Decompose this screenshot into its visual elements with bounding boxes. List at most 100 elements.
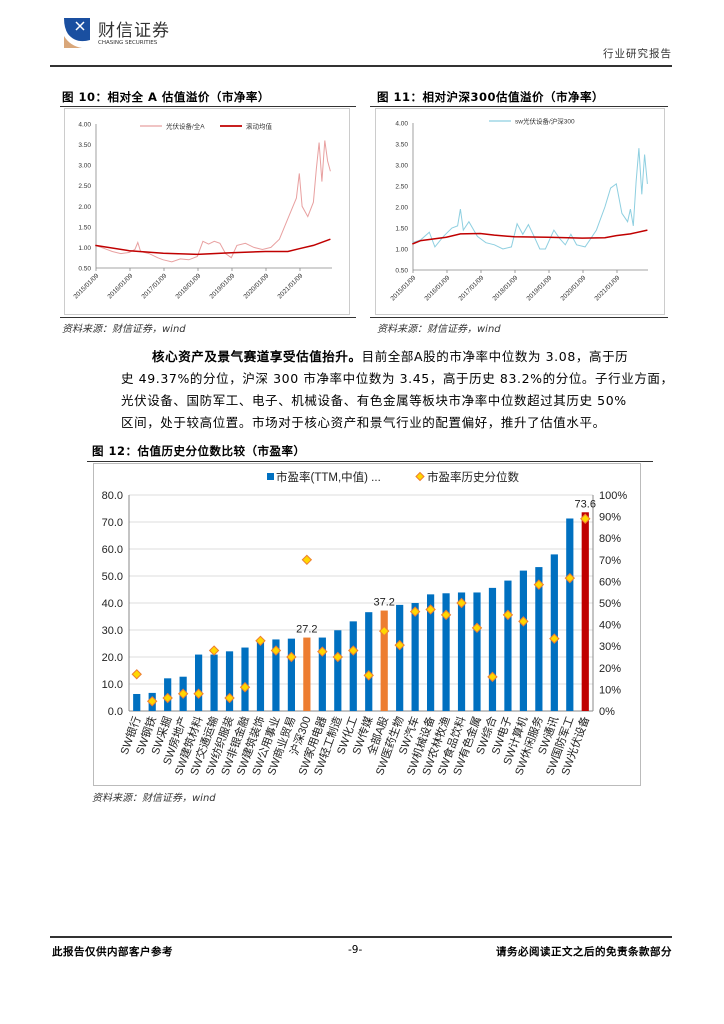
percentile-marker [239, 682, 251, 693]
percentile-marker [549, 633, 560, 644]
data-label: 37.2 [373, 597, 394, 609]
bar [411, 603, 419, 711]
percentile-marker [301, 554, 313, 566]
percentile-marker [363, 670, 374, 681]
percentile-marker [502, 609, 514, 621]
company-logo: 财信证券 CHASING SECURITIES [62, 16, 192, 52]
bar [566, 518, 574, 711]
y-tick-label: 10.0 [102, 679, 123, 691]
logo-name-en: CHASING SECURITIES [98, 40, 158, 46]
y-tick-label: 3.00 [395, 163, 408, 170]
y2-tick-label: 80% [599, 533, 621, 545]
bar [442, 593, 450, 711]
percentile-marker [162, 692, 173, 704]
y-tick-label: 60.0 [102, 544, 123, 556]
y-tick-label: 20.0 [102, 652, 123, 664]
paragraph-line-1-text: 目前全部A股的市净率中位数为 3.08，高于历 [361, 349, 629, 364]
bar [473, 592, 481, 711]
bar [303, 637, 311, 711]
footer-disclaimer-left: 此报告仅供内部客户参考 [52, 946, 173, 958]
y2-tick-label: 50% [599, 598, 621, 610]
series-line-0 [412, 148, 648, 250]
percentile-marker [564, 572, 576, 584]
figure-10-frame [64, 108, 350, 315]
y-tick-label: 4.00 [395, 121, 408, 128]
page-number: -9- [348, 944, 363, 956]
percentile-marker [193, 688, 204, 699]
percentile-marker [518, 616, 529, 627]
y-tick-label: 1.50 [78, 224, 91, 231]
y2-tick-label: 70% [599, 555, 621, 567]
figure-12-frame [93, 463, 641, 786]
bar [349, 621, 357, 711]
figure-12-chart: 0.0 10.0 20.0 30.0 40.0 50.0 60.0 70.0 80.0 0% 10%… [102, 470, 628, 777]
percentile-marker [409, 606, 421, 617]
percentile-marker [378, 625, 390, 637]
percentile-marker [224, 692, 235, 704]
y-tick-label: 1.50 [395, 226, 408, 233]
figure-10-top-rule [60, 106, 356, 107]
bar [287, 638, 295, 711]
percentile-marker [270, 645, 282, 656]
percentile-marker [440, 609, 452, 621]
bar [133, 693, 141, 711]
bar [504, 580, 512, 711]
figure-11-chart: 0.501.001.502.002.503.003.504.002015/01/… [389, 117, 648, 302]
paragraph-line-3: 光伏设备、国防军工、电子、机械设备、有色金属等板块市净率中位数超过其历史 50% [121, 393, 627, 408]
bar [225, 651, 234, 711]
bar [488, 587, 497, 711]
y-tick-label: 30.0 [102, 625, 123, 637]
y2-tick-label: 20% [599, 663, 621, 675]
legend-label-0: sw光伏设备/沪深300 [515, 117, 575, 126]
y-tick-label: 0.50 [78, 266, 91, 273]
legend-label-bar: 市盈率(TTM,中值) ... [276, 470, 381, 484]
legend-label-diamond: 市盈率历史分位数 [427, 470, 519, 484]
figure-11-source: 资料来源：财信证券，wind [377, 324, 501, 335]
y-tick-label: 1.00 [78, 245, 91, 252]
figure-11-bottom-rule [370, 317, 668, 318]
bar [550, 554, 558, 711]
bar [210, 654, 218, 711]
logo-name-cn: 财信证券 [98, 21, 170, 41]
y2-tick-label: 40% [599, 620, 621, 632]
legend-swatch-bar [267, 473, 274, 480]
series-line-1 [412, 229, 648, 245]
y-tick-label: 3.50 [395, 142, 408, 149]
bar [396, 604, 404, 711]
percentile-marker [348, 645, 359, 656]
percentile-marker [487, 671, 498, 683]
y-tick-label: 2.50 [395, 184, 408, 191]
y-tick-label: 3.50 [78, 142, 91, 149]
y2-tick-label: 30% [599, 641, 621, 653]
percentile-marker [425, 604, 436, 615]
legend-label-1: 滚动均值 [246, 122, 273, 131]
bar [519, 570, 527, 711]
data-label: 73.6 [575, 498, 596, 510]
y-tick-label: 0.0 [108, 706, 123, 718]
figure-11-title: 图 11：相对沪深300估值溢价（市净率） [377, 90, 605, 104]
paragraph-line-2: 史 49.37%的分位，沪深 300 市净率中位数为 3.45，高于历史 83.… [121, 371, 674, 386]
legend-label-0: 光伏设备/全A [166, 122, 205, 131]
y-tick-label: 0.50 [395, 268, 408, 275]
percentile-marker [286, 651, 297, 663]
y-tick-label: 4.00 [78, 122, 91, 129]
data-label: 27.2 [296, 624, 317, 636]
percentile-marker [456, 597, 467, 609]
y2-tick-label: 60% [599, 576, 621, 588]
percentile-marker [533, 579, 545, 590]
y-tick-label: 1.00 [395, 247, 408, 254]
y2-tick-label: 90% [599, 512, 621, 524]
figure-10-title: 图 10：相对全 A 估值溢价（市净率） [62, 90, 270, 104]
figure-11-frame [375, 108, 665, 315]
footer-divider [50, 936, 672, 938]
series-line-1 [95, 238, 331, 256]
percentile-marker [580, 513, 591, 524]
bar [334, 630, 342, 711]
percentile-marker [131, 669, 142, 680]
footer-disclaimer-right: 请务必阅读正文之后的免责条款部分 [496, 946, 672, 958]
percentile-marker [255, 635, 266, 647]
y-tick-label: 70.0 [102, 517, 123, 529]
body-paragraph: 核心资产及景气赛道享受估值抬升。目前全部A股的市净率中位数为 3.08，高于历 … [121, 346, 673, 434]
legend-swatch-diamond [415, 471, 425, 482]
